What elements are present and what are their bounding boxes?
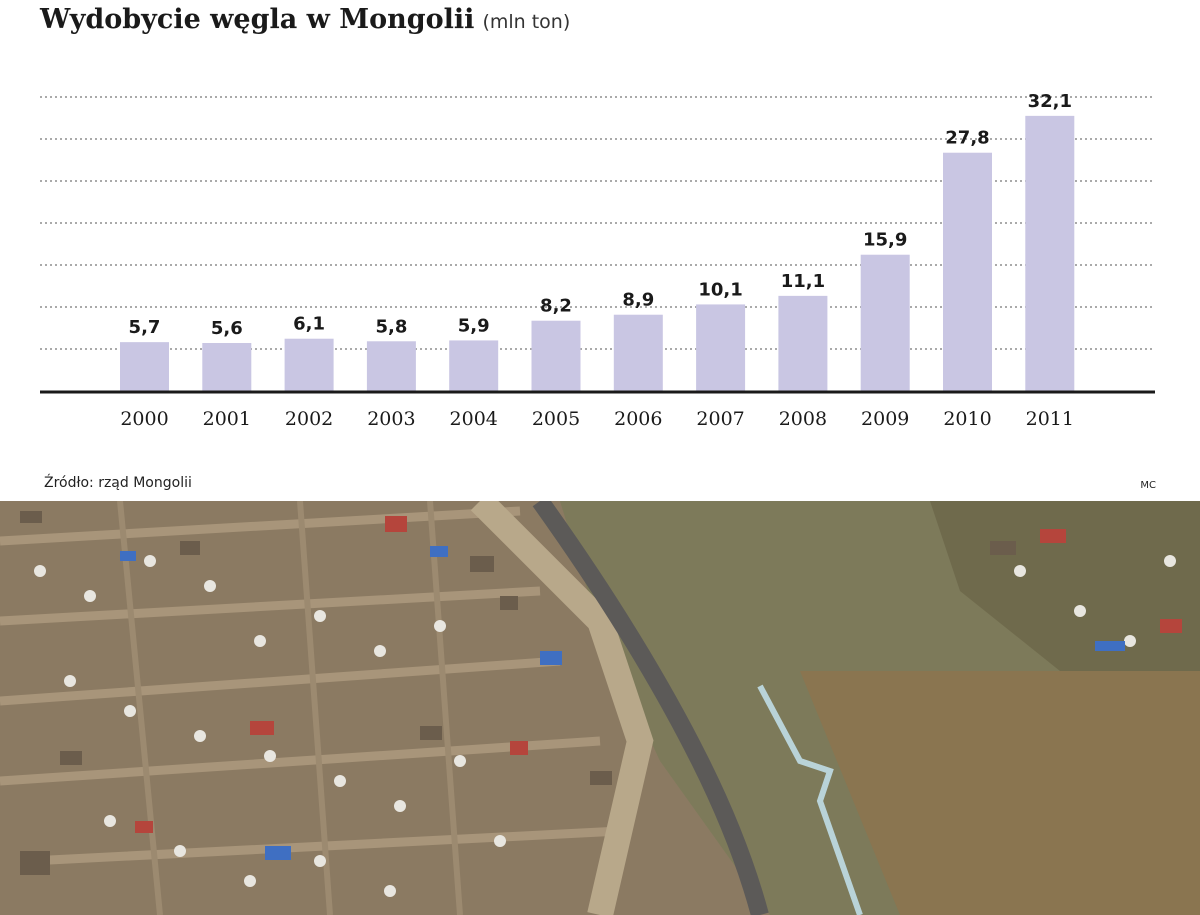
bar-value-label: 5,6 — [211, 318, 243, 339]
bar-value-label: 10,1 — [698, 279, 742, 300]
bar-value-label: 5,9 — [458, 315, 490, 336]
bar-2008 — [778, 295, 828, 391]
x-tick-label: 2006 — [614, 408, 662, 430]
source-note: Źródło: rząd Mongolii — [44, 475, 192, 491]
bar-2004 — [449, 340, 499, 391]
x-tick-label: 2002 — [285, 408, 333, 430]
bar-value-label: 27,8 — [945, 128, 989, 149]
bar-2006 — [613, 314, 663, 391]
bar-2005 — [531, 320, 581, 391]
bar-2003 — [366, 341, 416, 391]
bar-2007 — [696, 304, 746, 391]
author-credit: MC — [1140, 480, 1156, 491]
bar-2011 — [1025, 115, 1075, 391]
x-tick-label: 2011 — [1026, 408, 1074, 430]
x-tick-label: 2010 — [943, 408, 991, 430]
x-tick-label: 2003 — [367, 408, 415, 430]
bar-value-label: 8,2 — [540, 296, 572, 317]
x-tick-label: 2005 — [532, 408, 580, 430]
x-tick-label: 2000 — [120, 408, 168, 430]
chart-unit: (mln ton) — [482, 11, 571, 33]
x-tick-label: 2008 — [779, 408, 827, 430]
bar-value-label: 8,9 — [622, 290, 654, 311]
x-tick-label: 2004 — [450, 408, 498, 430]
bar-2000 — [120, 342, 169, 391]
bar-value-label: 5,8 — [375, 316, 407, 337]
bar-chart: 5,7 2000 5,6 2001 6,1 2002 5,8 2003 5,9 2004 8,2 20… — [40, 91, 1155, 430]
chart-title: Wydobycie węgla w Mongolii — [40, 4, 475, 35]
bar-2009 — [860, 254, 910, 391]
bar-2002 — [284, 338, 334, 391]
bar-value-label: 32,1 — [1028, 91, 1072, 112]
bar-value-label: 6,1 — [293, 314, 325, 335]
bar-value-label: 11,1 — [781, 271, 825, 292]
bar-2001 — [202, 343, 252, 391]
bar-2010 — [943, 152, 992, 391]
x-tick-label: 2009 — [861, 408, 909, 430]
bar-value-label: 15,9 — [863, 230, 907, 251]
aerial-photo — [0, 501, 1200, 915]
x-tick-label: 2001 — [203, 408, 251, 430]
bar-value-label: 5,7 — [129, 317, 161, 338]
chart-heading: Wydobycie węgla w Mongolii (mln ton) — [40, 4, 570, 35]
x-tick-label: 2007 — [696, 408, 744, 430]
